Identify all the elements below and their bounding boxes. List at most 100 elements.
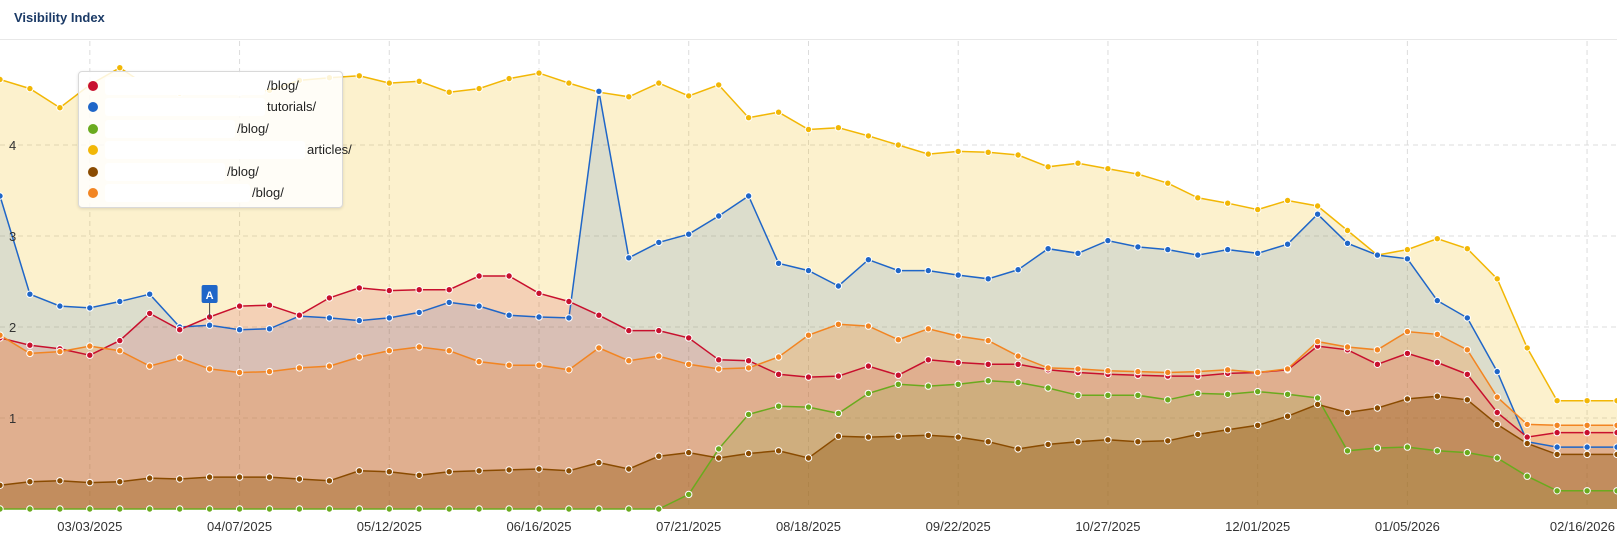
- data-point: [86, 351, 94, 359]
- data-point: [295, 505, 304, 513]
- data-point: [774, 108, 783, 116]
- data-point: [26, 478, 34, 486]
- data-point: [325, 314, 334, 322]
- data-point: [1104, 391, 1112, 399]
- data-point: [715, 356, 723, 364]
- data-point: [505, 311, 513, 319]
- legend-item[interactable]: /blog/: [79, 183, 342, 204]
- legend-color-swatch: [88, 123, 98, 134]
- data-point: [176, 475, 184, 483]
- data-point: [595, 458, 603, 467]
- data-point: [1583, 487, 1591, 495]
- x-tick-label: 01/05/2026: [1375, 519, 1440, 534]
- data-point: [1164, 245, 1172, 254]
- data-point: [625, 93, 633, 101]
- legend-item[interactable]: /blog/: [79, 76, 342, 97]
- x-tick-label: 05/12/2025: [357, 519, 422, 534]
- legend-item[interactable]: articles/: [79, 140, 352, 161]
- data-point: [1194, 430, 1202, 439]
- series-area: [0, 396, 1617, 509]
- y-tick-label: 1: [9, 411, 16, 426]
- data-point: [1613, 487, 1617, 495]
- data-point: [1463, 245, 1472, 253]
- data-point: [655, 326, 663, 335]
- data-point: [804, 373, 813, 381]
- data-point: [834, 124, 843, 132]
- data-point: [0, 331, 4, 339]
- data-point: [1044, 384, 1052, 392]
- data-point: [1044, 440, 1052, 449]
- data-point: [355, 353, 363, 361]
- data-point: [505, 74, 513, 83]
- data-point: [235, 473, 244, 481]
- legend-item[interactable]: tutorials/: [79, 97, 342, 118]
- data-point: [176, 505, 184, 513]
- data-point: [894, 336, 902, 344]
- data-point: [1224, 199, 1232, 207]
- data-point: [1493, 275, 1501, 283]
- data-point: [1343, 447, 1352, 455]
- data-point: [505, 272, 513, 280]
- data-point: [565, 505, 573, 513]
- data-point: [625, 465, 633, 473]
- data-point: [655, 452, 663, 460]
- data-point: [1254, 368, 1262, 377]
- legend-color-swatch: [88, 145, 98, 156]
- data-point: [655, 238, 663, 247]
- x-tick-label: 08/18/2025: [776, 519, 841, 534]
- data-point: [1194, 367, 1202, 376]
- data-point: [0, 481, 4, 489]
- data-point: [445, 286, 453, 294]
- x-tick-label: 10/27/2025: [1075, 519, 1140, 534]
- data-point: [954, 271, 962, 279]
- data-point: [804, 331, 813, 339]
- data-point: [355, 284, 363, 292]
- data-point: [954, 147, 962, 156]
- data-point: [984, 377, 992, 385]
- legend-item[interactable]: /blog/: [79, 162, 342, 183]
- data-point: [924, 356, 932, 364]
- data-point: [1463, 448, 1472, 457]
- data-point: [1403, 349, 1412, 358]
- data-point: [1553, 428, 1561, 437]
- data-point: [1164, 437, 1172, 445]
- data-point: [1254, 249, 1262, 258]
- data-point: [595, 505, 603, 513]
- redacted-domain: [105, 183, 250, 202]
- data-point: [1134, 243, 1142, 251]
- data-point: [894, 432, 902, 440]
- legend-item[interactable]: /blog/: [79, 119, 342, 140]
- data-point: [0, 505, 4, 513]
- data-point: [1463, 370, 1472, 378]
- data-point: [325, 505, 334, 513]
- data-point: [385, 286, 393, 295]
- data-point: [26, 349, 34, 358]
- x-tick-label: 03/03/2025: [57, 519, 122, 534]
- legend-label: articles/: [307, 142, 352, 158]
- data-point: [1014, 378, 1022, 387]
- panel-title: Visibility Index: [14, 10, 105, 25]
- data-point: [1433, 235, 1442, 243]
- data-point: [744, 410, 753, 419]
- data-point: [116, 64, 124, 72]
- data-point: [1583, 421, 1591, 429]
- panel-header: Visibility Index: [0, 0, 1617, 40]
- data-point: [924, 150, 932, 158]
- data-point: [774, 447, 783, 455]
- data-point: [1313, 202, 1322, 210]
- data-point: [1523, 344, 1531, 352]
- data-point: [1194, 251, 1202, 259]
- data-point: [1074, 438, 1082, 446]
- data-point: [1583, 443, 1591, 451]
- data-point: [56, 347, 64, 356]
- data-point: [625, 254, 633, 262]
- data-point: [1613, 443, 1617, 451]
- legend-label: /blog/: [267, 78, 299, 93]
- data-point: [984, 438, 992, 446]
- data-point: [535, 361, 543, 369]
- data-point: [445, 468, 453, 476]
- data-point: [535, 289, 543, 297]
- data-point: [176, 354, 184, 362]
- data-point: [505, 361, 513, 369]
